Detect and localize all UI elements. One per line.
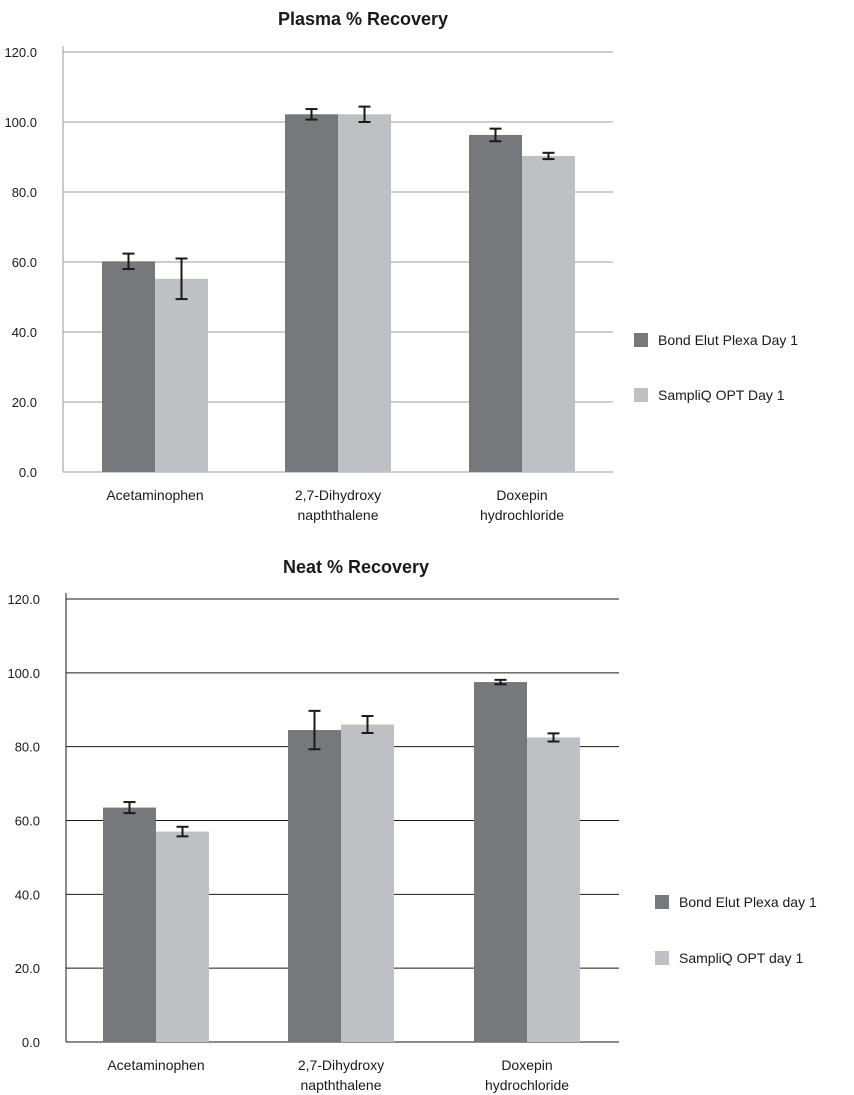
bar: [288, 730, 341, 1042]
x-category-label: Acetaminophen: [107, 1057, 204, 1073]
bar: [338, 114, 391, 473]
x-category-label: 2,7-Dihydroxy napththalene: [298, 1057, 384, 1093]
neat-recovery-svg: Neat % Recovery 0.0 20.0 40.0 60.0 80.0 100.0 1…: [7, 557, 817, 1093]
chart-title: Plasma % Recovery: [278, 9, 448, 29]
legend-swatch: [634, 333, 648, 347]
y-tick-label: 20.0: [15, 961, 40, 976]
x-category-label: 2,7-Dihydroxy napththalene: [295, 487, 381, 523]
bar: [102, 261, 155, 472]
y-tick-label: 80.0: [12, 185, 37, 200]
legend-label: Bond Elut Plexa day 1: [679, 894, 817, 910]
bar: [527, 737, 580, 1042]
x-category-label-line: 2,7-Dihydroxy: [295, 487, 381, 503]
legend-label: SampliQ OPT Day 1: [658, 387, 785, 403]
y-tick-label: 100.0: [7, 666, 40, 681]
legend-swatch: [655, 895, 669, 909]
x-category-label-line: Doxepin: [501, 1057, 552, 1073]
x-category-label-line: napththalene: [301, 1077, 382, 1093]
bar: [474, 682, 527, 1042]
chart-title: Neat % Recovery: [283, 557, 429, 577]
y-tick-label: 40.0: [15, 887, 40, 902]
bar: [156, 831, 209, 1042]
x-category-label: Doxepin hydrochloride: [485, 1057, 569, 1093]
legend-swatch: [655, 951, 669, 965]
y-tick-label: 0.0: [19, 465, 37, 480]
legend-swatch: [634, 388, 648, 402]
x-category-label-line: napththalene: [298, 507, 379, 523]
y-tick-label: 0.0: [22, 1035, 40, 1050]
x-category-label-line: Doxepin: [496, 487, 547, 503]
bar: [341, 724, 394, 1042]
bar: [285, 114, 338, 473]
y-tick-label: 120.0: [7, 592, 40, 607]
plasma-recovery-svg: Plasma % Recovery 0.0 20.0 40.0 60.0 80.0 100.…: [4, 9, 798, 523]
x-category-label: Doxepin hydrochloride: [480, 487, 564, 523]
y-tick-label: 40.0: [12, 325, 37, 340]
legend-label: SampliQ OPT day 1: [679, 950, 803, 966]
bar: [522, 155, 575, 472]
y-tick-label: 60.0: [15, 814, 40, 829]
y-tick-label: 100.0: [4, 115, 37, 130]
plasma-recovery-chart: Plasma % Recovery 0.0 20.0 40.0 60.0 80.0 100.…: [0, 0, 854, 535]
bar: [155, 278, 208, 472]
neat-recovery-chart: Neat % Recovery 0.0 20.0 40.0 60.0 80.0 100.0 1…: [0, 548, 854, 1095]
y-tick-label: 60.0: [12, 255, 37, 270]
legend-label: Bond Elut Plexa Day 1: [658, 332, 798, 348]
x-category-label-line: 2,7-Dihydroxy: [298, 1057, 384, 1073]
x-category-label-line: Acetaminophen: [107, 1057, 204, 1073]
bar: [469, 134, 522, 472]
x-category-label-line: hydrochloride: [485, 1077, 569, 1093]
x-category-label-line: Acetaminophen: [106, 487, 203, 503]
y-tick-label: 20.0: [12, 395, 37, 410]
y-tick-label: 120.0: [4, 45, 37, 60]
x-category-label-line: hydrochloride: [480, 507, 564, 523]
bar: [103, 807, 156, 1042]
y-tick-label: 80.0: [15, 740, 40, 755]
x-category-label: Acetaminophen: [106, 487, 203, 503]
